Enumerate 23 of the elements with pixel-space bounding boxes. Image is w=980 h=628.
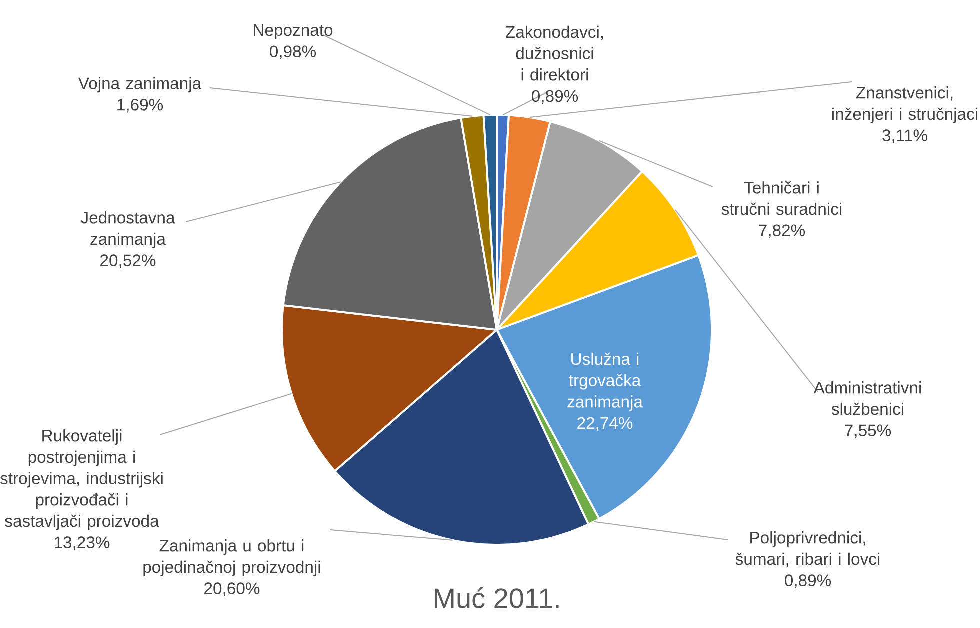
slice-label: Administrativni službenici [814,382,922,416]
slice-label: Vojna zanimanja [78,77,202,93]
data-label: 0,98% [270,46,316,60]
slice-label: Tehničari i stručni suradnici [722,182,842,216]
slice-label: Jednostavna zanimanja [80,212,176,248]
slice-label: Nepoznato [254,24,333,40]
data-label: 20,52% [100,254,156,268]
slice-label: Poljoprivrednici, šumari, ribari i lovci [736,532,880,568]
slice-label: Znanstvenici, inženjeri i stručnjaci [832,86,978,124]
slice-label: Zanimanja u obrtu i pojedinačnoj proizvodnji [144,540,320,576]
slice-label: Zakonodavci, dužnosnici i direktori [506,26,604,81]
data-label: 7,55% [845,424,892,438]
data-label: 0,89% [785,574,832,588]
data-label: 3,11% [882,130,928,144]
data-label: 20,60% [204,582,260,596]
data-label: 0,89% [532,90,578,104]
data-label: 22,74% [578,417,633,432]
slice-label: Uslužna i trgovačka zanimanja [568,352,643,412]
data-label: 1,69% [118,99,164,113]
text: Muć 2011. [434,588,559,608]
slice-label: Rukovatelji postrojenjima i strojevima, industrijski proizvođači i sastavljači proizvoda [0,430,163,530]
data-label: 13,23% [55,536,110,550]
data-label: 7,82% [759,224,806,238]
